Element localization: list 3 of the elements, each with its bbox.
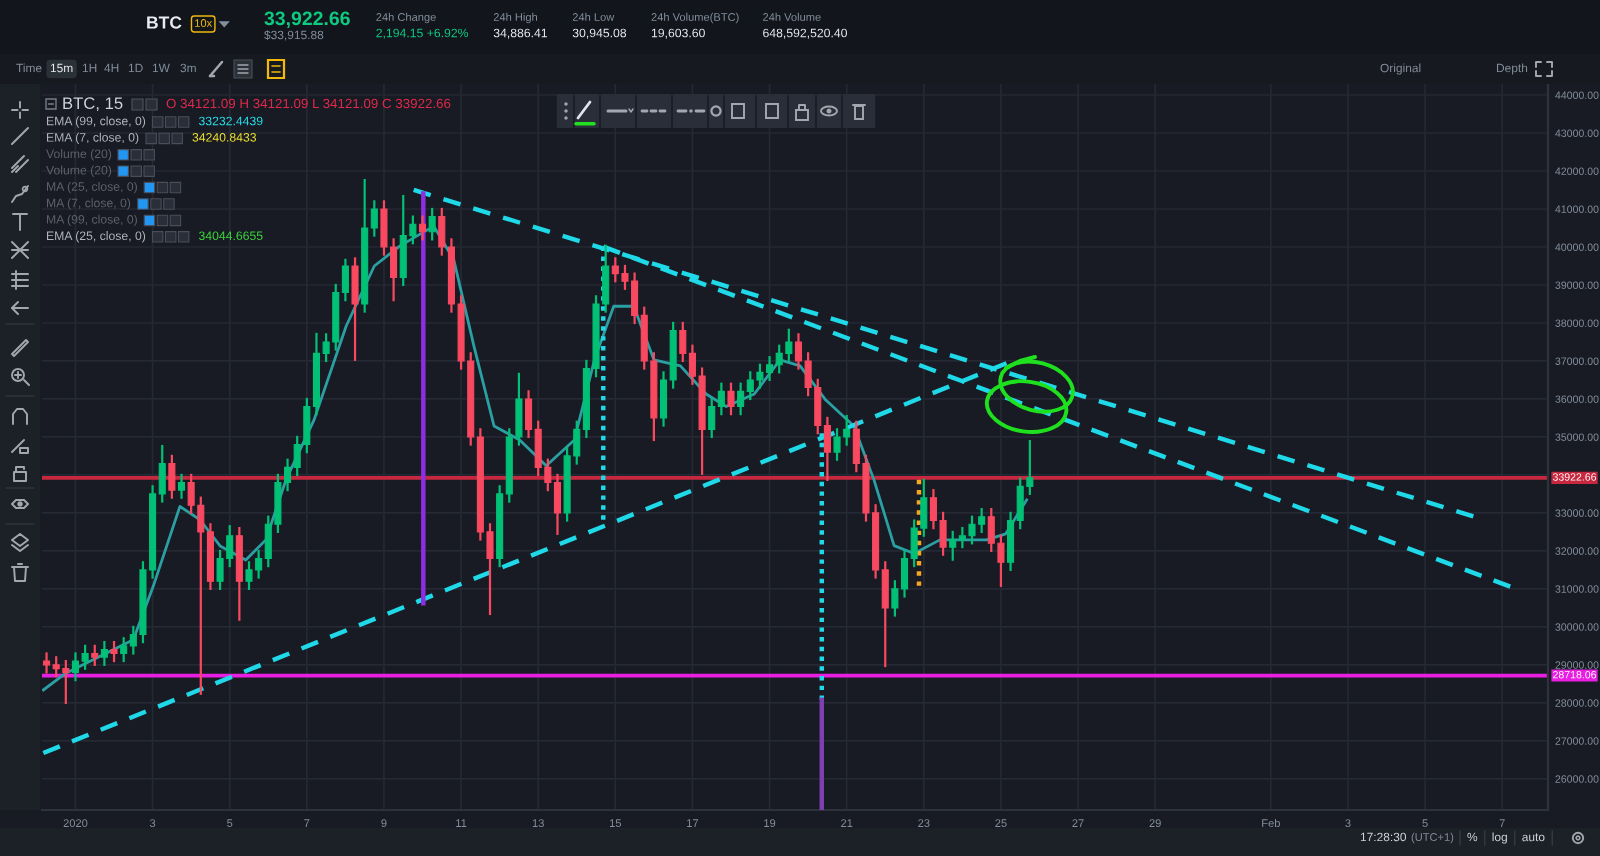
text: BTC xyxy=(147,16,182,29)
text: 33,922.66 xyxy=(264,11,350,29)
text: BTC, 15 xyxy=(63,97,123,112)
